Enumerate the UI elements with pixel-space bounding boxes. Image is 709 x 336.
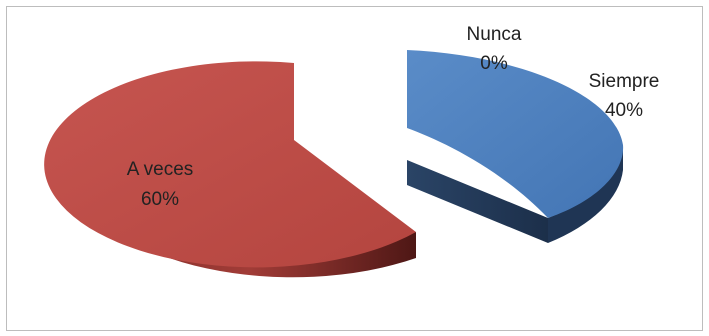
label-nunca-value: 0% [480, 53, 508, 74]
label-a-veces-name: A veces [127, 159, 194, 180]
slice-siempre-outer-side [548, 145, 623, 243]
slice-a-veces-top [44, 61, 416, 268]
slice-siempre-side [407, 50, 548, 243]
label-a-veces-value: 60% [141, 189, 179, 210]
slice-siempre: Siempre 40% [407, 50, 659, 243]
label-siempre-value: 40% [605, 100, 643, 121]
slice-siempre-top [407, 50, 624, 218]
label-nunca-name: Nunca [467, 24, 522, 45]
label-siempre-name: Siempre [589, 71, 660, 92]
slice-a-veces: A veces 60% [44, 61, 416, 278]
slice-nunca: Nunca 0% [467, 24, 522, 74]
